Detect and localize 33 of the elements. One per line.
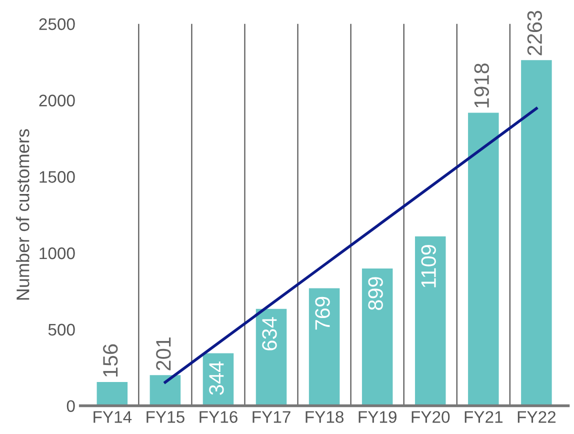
y-tick-label: 500 <box>48 324 75 336</box>
data-label: 156 <box>103 344 118 377</box>
bar <box>468 112 499 406</box>
bar <box>521 60 552 406</box>
y-tick-label: 2000 <box>39 94 75 106</box>
bar <box>362 268 393 406</box>
data-label: 1918 <box>474 64 489 108</box>
x-tick-label: FY15 <box>146 411 184 423</box>
data-label: 1109 <box>421 244 436 288</box>
bar <box>150 375 181 406</box>
bar <box>96 382 128 406</box>
x-tick-label: FY20 <box>412 411 450 423</box>
x-tick-label: FY19 <box>358 411 396 423</box>
data-label: 201 <box>156 338 171 370</box>
y-tick-label: 2500 <box>39 18 75 30</box>
x-tick-label: FY21 <box>464 411 503 423</box>
y-tick-label: 1000 <box>40 247 75 260</box>
y-tick-label: 1500 <box>40 171 75 183</box>
data-label: 344 <box>209 361 224 395</box>
x-tick-label: FY18 <box>306 411 344 423</box>
x-tick-label: FY16 <box>200 411 238 423</box>
x-tick-label: FY14 <box>94 411 132 423</box>
data-label: 769 <box>315 296 330 330</box>
data-label: 2263 <box>527 10 542 56</box>
y-tick-label: 0 <box>66 400 75 412</box>
x-tick-label: FY17 <box>252 411 290 423</box>
x-tick-label: FY22 <box>518 411 556 423</box>
bar <box>256 308 287 406</box>
bar <box>414 236 446 406</box>
bar <box>308 288 340 406</box>
data-label: 899 <box>368 277 383 310</box>
y-axis-title: Number of customers <box>16 129 30 300</box>
data-label: 634 <box>262 317 277 350</box>
